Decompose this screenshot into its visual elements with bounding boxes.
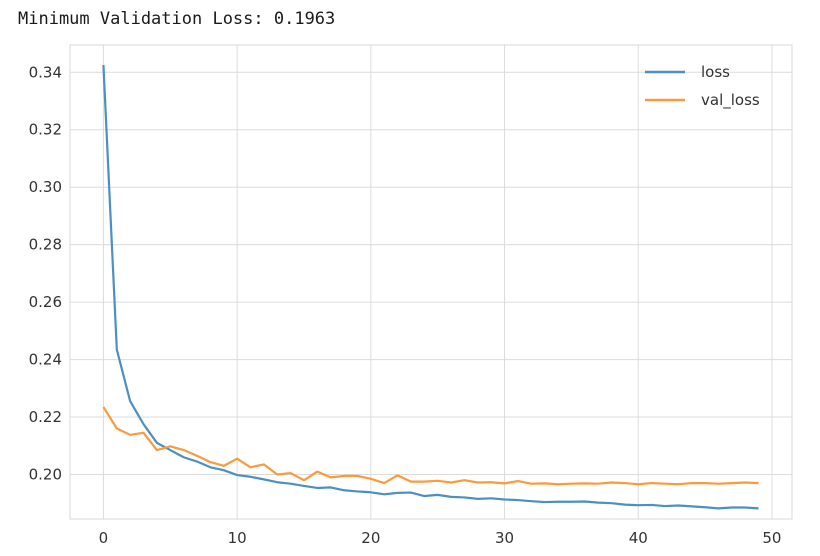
y-tick-label: 0.22 [29,408,62,426]
legend: loss val_loss [645,63,760,110]
series-layer [102,65,759,510]
y-axis: 0.20 0.22 0.24 0.26 0.28 0.30 0.32 0.34 [29,63,62,483]
series-line-loss [102,65,759,510]
y-tick-label: 0.20 [29,465,62,483]
series-line-val-loss [102,406,759,486]
x-tick-label: 10 [228,529,247,547]
x-tick-label: 50 [762,529,781,547]
x-axis: 0 10 20 30 40 50 [99,529,782,547]
x-tick-label: 30 [495,529,514,547]
y-tick-label: 0.24 [29,351,62,369]
x-tick-label: 0 [99,529,109,547]
legend-label-val-loss: val_loss [701,91,760,110]
y-tick-label: 0.34 [29,63,62,81]
y-tick-label: 0.28 [29,236,62,254]
output-text: Minimum Validation Loss: 0.1963 [18,9,336,29]
legend-label-loss: loss [701,63,730,81]
y-tick-label: 0.32 [29,121,62,139]
y-tick-label: 0.30 [29,178,62,196]
grid [70,45,792,519]
plot-frame [69,44,793,520]
y-tick-label: 0.26 [29,293,62,311]
x-tick-label: 40 [629,529,648,547]
x-tick-label: 20 [361,529,380,547]
